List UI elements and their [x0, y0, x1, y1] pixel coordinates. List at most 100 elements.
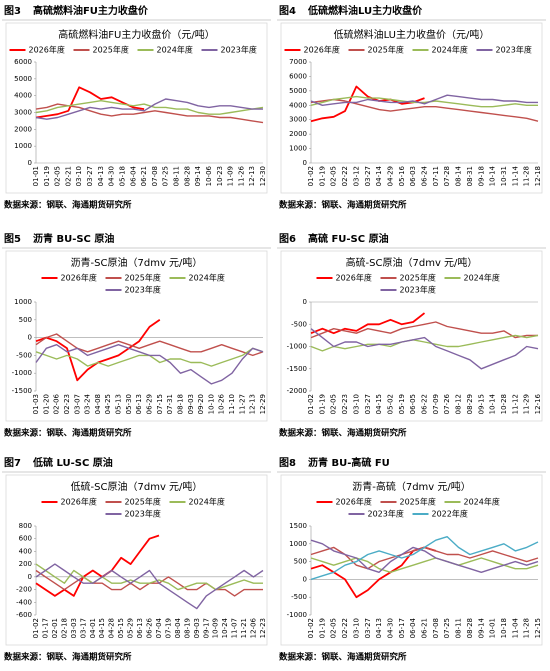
x-tick-label: 11-29	[523, 394, 531, 414]
chart-title: 低硫燃料油LU主力收盘价（元/吨）	[334, 28, 490, 41]
x-tick-label: 11-04	[511, 617, 519, 638]
y-tick-label: 500	[294, 558, 307, 566]
series-line	[35, 100, 264, 115]
legend-label: 2025年度	[93, 45, 129, 55]
x-tick-label: 04-30	[386, 618, 394, 638]
x-tick-label: 07-25	[162, 166, 170, 186]
x-tick-label: 01-03	[32, 394, 40, 414]
legend-label: 2026年度	[304, 45, 340, 55]
x-tick-label: 09-14	[477, 617, 485, 638]
x-tick-label: 02-23	[341, 394, 349, 414]
x-tick-label: 12-16	[534, 393, 542, 414]
x-tick-label: 05-19	[398, 394, 406, 414]
x-tick-label: 09-15	[477, 394, 485, 414]
series-line	[35, 534, 160, 597]
y-tick-label: -2000	[287, 387, 307, 395]
x-tick-label: 12-23	[259, 618, 267, 638]
x-tick-label: 01-02	[307, 166, 315, 186]
x-tick-label: 06-21	[421, 618, 429, 638]
x-tick-label: 01-17	[41, 618, 49, 638]
y-tick-label: -1000	[287, 343, 307, 351]
x-tick-label: 04-15	[375, 394, 383, 414]
x-tick-label: 05-29	[127, 618, 135, 638]
series-line	[35, 563, 264, 610]
legend-label: 2026年度	[61, 497, 97, 507]
x-tick-label: 02-22	[341, 166, 349, 186]
x-tick-label: 08-28	[466, 618, 474, 638]
x-tick-label: 12-13	[249, 394, 257, 414]
x-tick-label: 08-28	[183, 166, 191, 186]
x-tick-label: 12-15	[534, 618, 542, 638]
x-tick-label: 10-06	[205, 165, 213, 186]
series-line	[310, 539, 539, 573]
y-tick-label: 1000	[14, 142, 32, 150]
legend-label: 2026年度	[336, 497, 372, 507]
x-tick-label: 11-10	[228, 394, 236, 414]
heading-text: 高硫燃料油FU主力收盘价	[33, 4, 149, 17]
x-tick-label: 11-27	[238, 394, 246, 414]
x-tick-label: 08-19	[183, 618, 191, 638]
x-tick-label: 04-14	[375, 165, 383, 186]
x-tick-label: 08-11	[455, 618, 463, 638]
y-tick-label: 1000	[289, 145, 307, 153]
x-tick-label: 11-09	[227, 166, 235, 186]
x-tick-label: 03-27	[364, 618, 372, 638]
chart-frame	[5, 22, 268, 194]
y-tick-label: 5000	[289, 87, 307, 95]
x-tick-label: 03-27	[364, 166, 372, 186]
heading-text: 低硫燃料油LU主力收盘价	[307, 4, 423, 17]
y-tick-label: -500	[291, 593, 307, 601]
x-tick-label: 06-04	[409, 617, 417, 638]
x-tick-label: 07-09	[432, 394, 440, 414]
heading-text: 高硫 FU-SC 原油	[308, 232, 389, 245]
x-tick-label: 02-22	[341, 618, 349, 638]
x-tick-label: 07-11	[432, 166, 440, 186]
x-tick-label: 05-30	[125, 394, 133, 414]
x-tick-label: 10-14	[489, 165, 497, 186]
x-tick-label: 07-31	[166, 394, 174, 414]
x-tick-label: 11-28	[523, 166, 531, 186]
source-note: 数据来源：钢联、海通期货研究所	[279, 200, 407, 211]
x-tick-label: 06-29	[146, 394, 154, 414]
y-tick-label: -500	[16, 351, 32, 359]
x-tick-label: 10-28	[500, 394, 508, 414]
x-tick-label: 11-07	[231, 618, 239, 638]
legend-label: 2023年度	[400, 285, 436, 295]
x-tick-label: 05-13	[115, 394, 123, 414]
x-tick-label: 04-29	[386, 166, 394, 186]
chart-title: 高硫燃料油FU主力收盘价（元/吨）	[58, 28, 214, 41]
x-tick-label: 10-14	[489, 393, 497, 414]
x-tick-label: 08-11	[173, 166, 181, 186]
series-line	[310, 557, 539, 573]
chart-frame	[280, 474, 543, 646]
x-tick-label: 02-01	[51, 618, 59, 638]
x-tick-label: 12-18	[534, 166, 542, 186]
x-tick-label: 10-09	[212, 618, 220, 638]
legend-label: 2024年度	[464, 273, 500, 283]
series-line	[35, 344, 264, 385]
x-tick-label: 01-19	[43, 166, 51, 186]
x-tick-label: 04-08	[94, 394, 102, 414]
source-note: 数据来源：钢联、海通期货研究所	[279, 428, 407, 439]
heading-text: 沥青 BU-高硫 FU	[308, 456, 390, 469]
legend-label: 2025年度	[125, 497, 161, 507]
chart-frame	[280, 250, 543, 422]
series-line	[310, 334, 539, 352]
series-line	[35, 333, 264, 357]
x-tick-label: 01-19	[318, 394, 326, 414]
x-tick-label: 02-05	[330, 394, 338, 414]
x-tick-label: 01-19	[318, 166, 326, 186]
legend-label: 2025年度	[400, 273, 436, 283]
y-tick-label: 800	[19, 522, 32, 530]
x-tick-label: 09-03	[187, 394, 195, 414]
y-tick-label: 0	[28, 334, 32, 342]
x-tick-label: 07-08	[432, 618, 440, 638]
x-tick-label: 04-15	[98, 618, 106, 638]
x-tick-label: 12-29	[259, 394, 267, 414]
chart-title: 沥青-SC原油（7dmv 元/吨）	[71, 256, 203, 269]
x-tick-label: 07-25	[443, 618, 451, 638]
x-tick-label: 08-12	[455, 394, 463, 414]
y-tick-label: -1000	[287, 611, 307, 619]
